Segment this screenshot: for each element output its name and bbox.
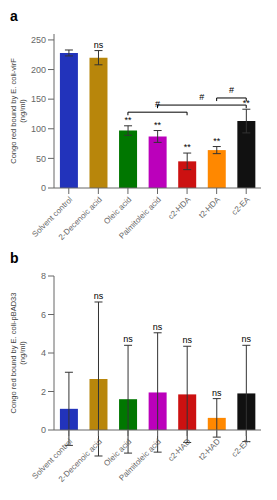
html-text:a: a <box>10 8 18 24</box>
svg-text:Solvent control: Solvent control <box>30 195 75 239</box>
svg-text:Oleic acid: Oleic acid <box>102 195 134 227</box>
svg-text:100: 100 <box>31 124 46 134</box>
svg-text:t2-HAD: t2-HAD <box>197 437 222 462</box>
html-text:b: b <box>10 250 19 266</box>
svg-text:c2-HAD: c2-HAD <box>166 437 192 463</box>
svg-text:2: 2 <box>41 387 46 397</box>
svg-text:150: 150 <box>31 94 46 104</box>
svg-text:**: ** <box>154 120 162 130</box>
svg-text:#: # <box>155 99 160 109</box>
svg-text:ns: ns <box>212 388 222 398</box>
svg-text:Palmitoleic acid: Palmitoleic acid <box>117 437 163 483</box>
svg-text:2-Decenoic acid: 2-Decenoic acid <box>57 195 104 242</box>
svg-text:ns: ns <box>94 291 104 301</box>
svg-text:**: ** <box>184 142 192 152</box>
svg-text:t2-HDA: t2-HDA <box>197 195 222 220</box>
svg-text:ns: ns <box>182 335 192 345</box>
svg-text:ns: ns <box>94 40 104 50</box>
svg-text:0: 0 <box>41 425 46 435</box>
svg-text:**: ** <box>243 98 251 108</box>
svg-text:50: 50 <box>36 154 46 164</box>
svg-text:Congo red bound by E. coli-pBA: Congo red bound by E. coli-pBAD33(ng/ml) <box>9 293 27 414</box>
svg-text:200: 200 <box>31 65 46 75</box>
svg-text:Palmitoleic acid: Palmitoleic acid <box>117 195 163 241</box>
svg-text:ns: ns <box>153 322 163 332</box>
svg-text:0: 0 <box>41 183 46 193</box>
svg-text:Congo red bound by E. coli-vir: Congo red bound by E. coli-virF(ng/ml) <box>9 58 27 164</box>
svg-text:c2-EA: c2-EA <box>230 437 252 459</box>
svg-text:c2-EA: c2-EA <box>230 195 252 217</box>
svg-text:ns: ns <box>123 334 133 344</box>
svg-text:6: 6 <box>41 310 46 320</box>
svg-text:**: ** <box>213 136 221 146</box>
svg-text:c2-HDA: c2-HDA <box>166 195 193 222</box>
svg-text:#: # <box>229 85 234 95</box>
svg-text:250: 250 <box>31 35 46 45</box>
svg-text:**: ** <box>125 115 133 125</box>
svg-text:2-Decenoic acid: 2-Decenoic acid <box>57 437 104 484</box>
svg-text:8: 8 <box>41 271 46 281</box>
svg-text:4: 4 <box>41 348 46 358</box>
svg-text:Oleic acid: Oleic acid <box>102 437 134 469</box>
svg-text:ns: ns <box>242 334 252 344</box>
svg-text:Solvent control: Solvent control <box>30 437 75 481</box>
svg-text:#: # <box>199 92 204 102</box>
